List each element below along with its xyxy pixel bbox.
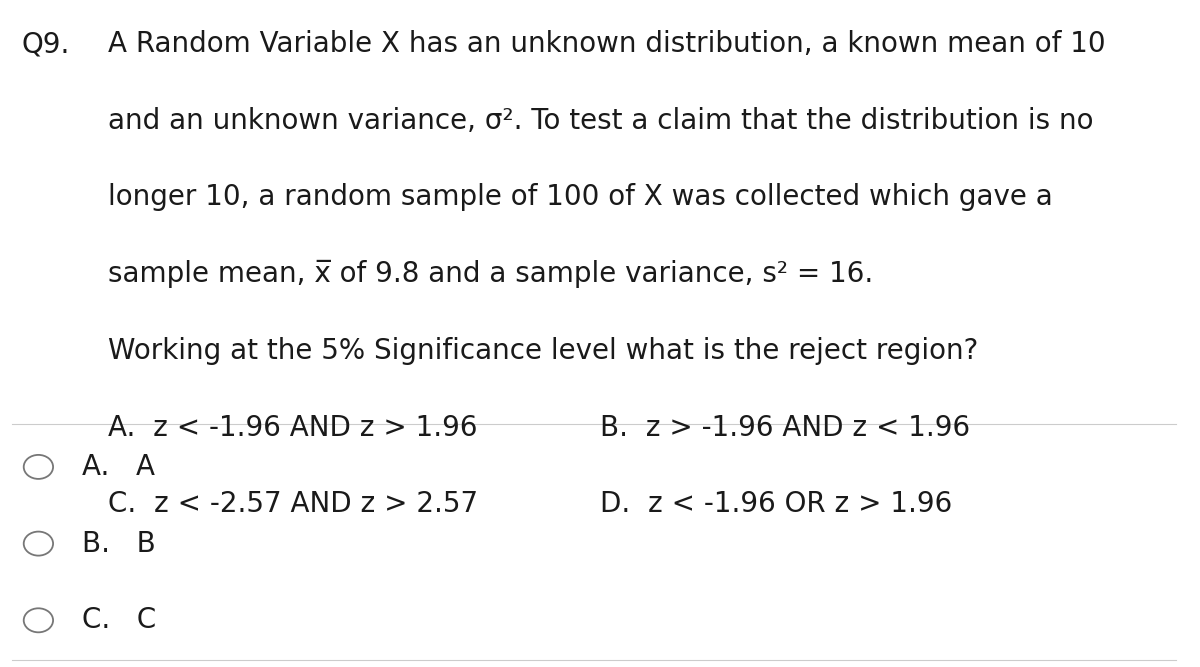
Text: Q9.: Q9. <box>22 30 70 58</box>
Text: sample mean, x̅ of 9.8 and a sample variance, s² = 16.: sample mean, x̅ of 9.8 and a sample vari… <box>108 260 874 288</box>
Text: B.   B: B. B <box>82 530 155 558</box>
Text: and an unknown variance, σ². To test a claim that the distribution is no: and an unknown variance, σ². To test a c… <box>108 107 1093 135</box>
Text: A.   A: A. A <box>82 453 155 481</box>
Text: longer 10, a random sample of 100 of X was collected which gave a: longer 10, a random sample of 100 of X w… <box>108 183 1052 211</box>
Text: B.  z > -1.96 AND z < 1.96: B. z > -1.96 AND z < 1.96 <box>600 414 970 442</box>
Text: A Random Variable X has an unknown distribution, a known mean of 10: A Random Variable X has an unknown distr… <box>108 30 1105 58</box>
Text: Working at the 5% Significance level what is the reject region?: Working at the 5% Significance level wha… <box>108 337 978 365</box>
Text: C.   C: C. C <box>82 606 156 634</box>
Text: A.  z < -1.96 AND z > 1.96: A. z < -1.96 AND z > 1.96 <box>108 414 478 442</box>
Text: D.  z < -1.96 OR z > 1.96: D. z < -1.96 OR z > 1.96 <box>600 490 953 518</box>
Text: C.  z < -2.57 AND z > 2.57: C. z < -2.57 AND z > 2.57 <box>108 490 478 518</box>
